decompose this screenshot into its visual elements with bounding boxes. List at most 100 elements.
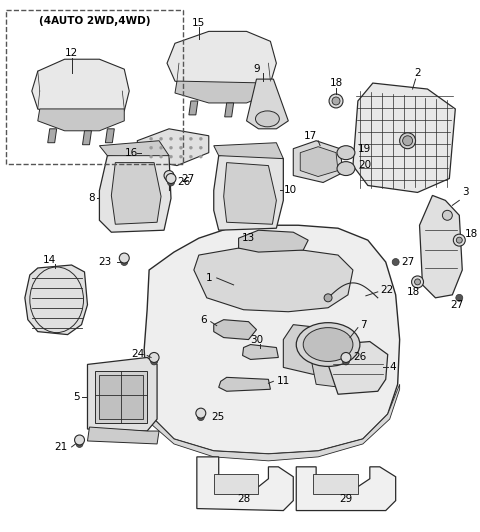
Polygon shape	[144, 225, 400, 454]
Polygon shape	[313, 474, 358, 494]
Polygon shape	[197, 457, 293, 511]
Text: (4AUTO 2WD,4WD): (4AUTO 2WD,4WD)	[39, 16, 150, 27]
Ellipse shape	[303, 328, 353, 361]
Ellipse shape	[199, 146, 202, 149]
Text: 30: 30	[250, 335, 263, 345]
Polygon shape	[87, 427, 159, 444]
Polygon shape	[296, 467, 396, 511]
Ellipse shape	[400, 133, 416, 148]
Text: 27: 27	[181, 173, 194, 184]
Ellipse shape	[453, 234, 465, 246]
Ellipse shape	[150, 155, 153, 158]
Polygon shape	[328, 342, 388, 394]
Ellipse shape	[456, 294, 463, 301]
Polygon shape	[83, 131, 92, 145]
Ellipse shape	[120, 253, 129, 263]
Polygon shape	[137, 129, 209, 165]
Polygon shape	[242, 345, 278, 360]
Bar	[99, 376, 143, 419]
Ellipse shape	[403, 136, 413, 146]
Ellipse shape	[121, 259, 128, 265]
Text: 23: 23	[98, 257, 111, 267]
Ellipse shape	[324, 294, 332, 302]
Text: 14: 14	[43, 255, 56, 265]
Text: 8: 8	[88, 194, 95, 203]
Text: 4: 4	[390, 362, 396, 372]
Text: 21: 21	[54, 442, 68, 452]
Polygon shape	[214, 320, 256, 339]
Text: 18: 18	[407, 287, 420, 297]
Text: 26: 26	[353, 353, 366, 362]
Ellipse shape	[415, 279, 420, 285]
Ellipse shape	[337, 162, 355, 176]
Polygon shape	[293, 141, 343, 182]
Ellipse shape	[76, 440, 83, 447]
Ellipse shape	[190, 137, 192, 140]
Ellipse shape	[456, 237, 462, 243]
Polygon shape	[111, 163, 161, 225]
Polygon shape	[175, 81, 270, 103]
Ellipse shape	[149, 353, 159, 362]
Polygon shape	[32, 59, 129, 119]
Ellipse shape	[337, 146, 355, 160]
Ellipse shape	[159, 146, 163, 149]
Text: 11: 11	[276, 376, 289, 386]
Polygon shape	[283, 325, 353, 375]
Ellipse shape	[150, 146, 153, 149]
Ellipse shape	[443, 210, 452, 220]
Ellipse shape	[169, 155, 172, 158]
Polygon shape	[38, 109, 124, 131]
Text: 2: 2	[414, 68, 421, 78]
Ellipse shape	[159, 155, 163, 158]
Ellipse shape	[197, 414, 204, 421]
Polygon shape	[214, 143, 283, 159]
Polygon shape	[99, 151, 171, 232]
Ellipse shape	[74, 435, 84, 445]
Text: 15: 15	[192, 19, 205, 28]
Ellipse shape	[180, 155, 182, 158]
Ellipse shape	[180, 137, 182, 140]
Ellipse shape	[190, 146, 192, 149]
Ellipse shape	[150, 137, 153, 140]
Text: 17: 17	[303, 131, 317, 141]
Text: 1: 1	[205, 273, 212, 283]
Text: 7: 7	[360, 320, 367, 330]
Ellipse shape	[332, 97, 340, 105]
Polygon shape	[420, 195, 462, 298]
Polygon shape	[300, 147, 338, 177]
Ellipse shape	[151, 358, 157, 365]
Ellipse shape	[411, 276, 423, 288]
Ellipse shape	[199, 137, 202, 140]
Text: 22: 22	[380, 285, 393, 295]
Ellipse shape	[166, 173, 176, 184]
Text: 3: 3	[462, 187, 469, 197]
Ellipse shape	[392, 259, 399, 265]
Text: 10: 10	[283, 186, 297, 195]
Text: 29: 29	[339, 494, 353, 504]
Polygon shape	[219, 377, 270, 391]
Ellipse shape	[199, 155, 202, 158]
Text: 27: 27	[451, 300, 464, 310]
Polygon shape	[239, 230, 308, 252]
Ellipse shape	[190, 155, 192, 158]
Ellipse shape	[341, 353, 351, 362]
Bar	[96, 371, 147, 423]
Ellipse shape	[169, 137, 172, 140]
Polygon shape	[87, 358, 157, 431]
Polygon shape	[214, 474, 258, 494]
Polygon shape	[99, 141, 169, 156]
Ellipse shape	[166, 175, 172, 182]
Text: 25: 25	[211, 412, 224, 422]
Polygon shape	[147, 384, 400, 461]
Polygon shape	[353, 83, 456, 193]
Text: 20: 20	[358, 160, 371, 170]
Text: 12: 12	[65, 48, 78, 58]
Ellipse shape	[255, 111, 279, 127]
Ellipse shape	[196, 408, 206, 418]
Polygon shape	[194, 248, 353, 312]
Polygon shape	[310, 354, 346, 387]
Polygon shape	[189, 101, 198, 115]
Text: 6: 6	[200, 315, 207, 325]
Ellipse shape	[159, 137, 163, 140]
Bar	[6, 10, 183, 164]
